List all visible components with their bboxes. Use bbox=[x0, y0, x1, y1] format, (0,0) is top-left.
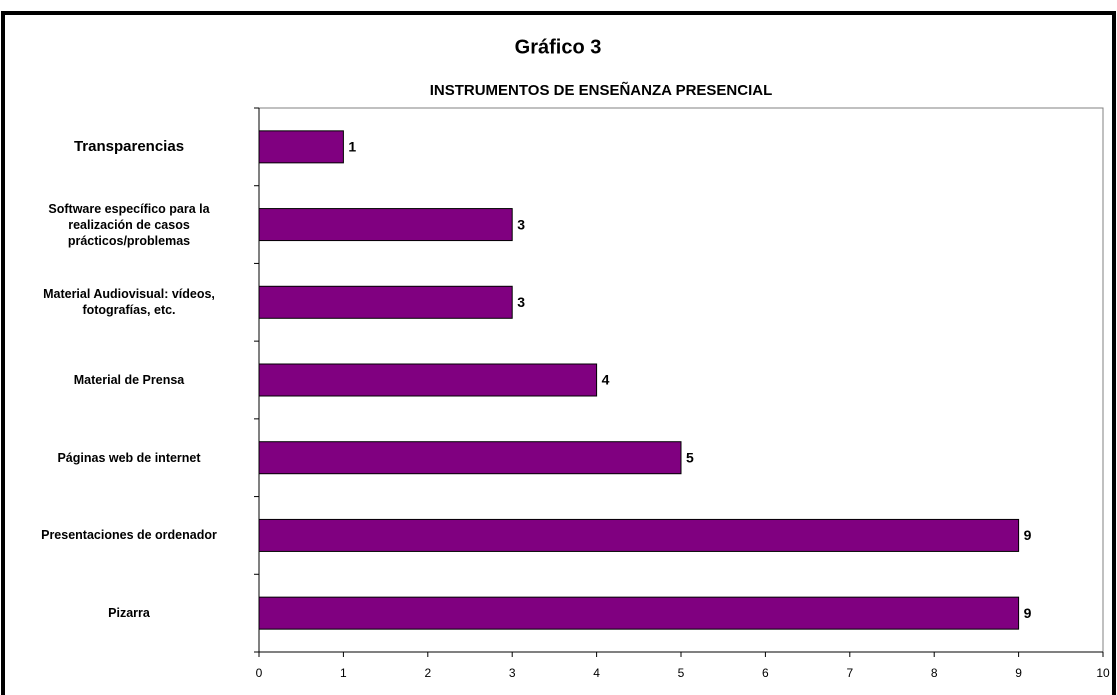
chart-subtitle: INSTRUMENTOS DE ENSEÑANZA PRESENCIAL bbox=[430, 81, 773, 99]
bar bbox=[258, 285, 513, 319]
x-tick-label: 0 bbox=[256, 666, 263, 680]
bar bbox=[258, 130, 344, 164]
value-label: 3 bbox=[517, 294, 525, 310]
x-tick-label: 7 bbox=[846, 666, 853, 680]
bar bbox=[258, 518, 1020, 552]
y-tick-label: Presentaciones de ordenador bbox=[41, 528, 217, 543]
x-tick-label: 10 bbox=[1096, 666, 1110, 680]
y-tick-label: Pizarra bbox=[108, 606, 150, 621]
bar bbox=[258, 596, 1020, 630]
value-label: 5 bbox=[686, 449, 694, 465]
y-tick-label: Transparencias bbox=[73, 137, 185, 155]
bar bbox=[258, 208, 513, 242]
frame bbox=[1, 11, 1116, 695]
x-tick-label: 6 bbox=[762, 666, 769, 680]
value-label: 9 bbox=[1024, 527, 1032, 543]
x-tick-label: 5 bbox=[678, 666, 685, 680]
value-label: 1 bbox=[348, 139, 356, 155]
x-tick-label: 2 bbox=[424, 666, 431, 680]
y-tick-label: Software específico para la realización … bbox=[48, 201, 210, 248]
chart-title: Gráfico 3 bbox=[515, 36, 602, 58]
value-label: 9 bbox=[1024, 605, 1032, 621]
bar bbox=[258, 363, 598, 397]
x-tick-label: 4 bbox=[593, 666, 600, 680]
x-tick-label: 9 bbox=[1015, 666, 1022, 680]
value-label: 4 bbox=[602, 372, 610, 388]
y-tick-label: Material Audiovisual: vídeos, fotografía… bbox=[43, 287, 215, 318]
bar bbox=[258, 441, 682, 475]
y-tick-label: Material de Prensa bbox=[73, 373, 185, 387]
y-tick-label: Páginas web de internet bbox=[57, 450, 201, 465]
value-label: 3 bbox=[517, 216, 525, 232]
x-tick-label: 8 bbox=[931, 666, 938, 680]
x-tick-label: 3 bbox=[509, 666, 516, 680]
x-tick-label: 1 bbox=[340, 666, 347, 680]
